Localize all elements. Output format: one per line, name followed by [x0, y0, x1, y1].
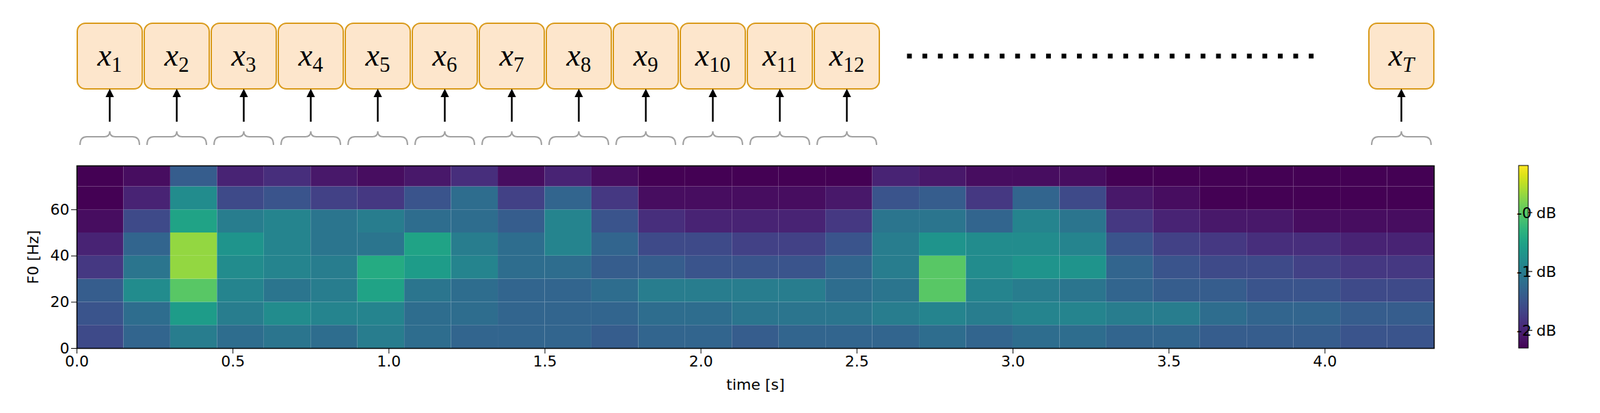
svg-text:-1 dB: -1 dB	[1516, 263, 1557, 281]
svg-text:F0 [Hz]: F0 [Hz]	[24, 230, 42, 285]
svg-text:x3: x3	[231, 37, 257, 77]
svg-text:40: 40	[50, 246, 70, 264]
svg-text:20: 20	[50, 293, 70, 311]
svg-text:x9: x9	[633, 37, 659, 77]
svg-text:x1: x1	[97, 37, 123, 77]
svg-text:3.5: 3.5	[1156, 352, 1181, 370]
svg-text:-0 dB: -0 dB	[1516, 204, 1557, 222]
svg-text:x8: x8	[566, 37, 592, 77]
svg-text:2.0: 2.0	[689, 352, 714, 370]
svg-text:1.0: 1.0	[376, 352, 401, 370]
svg-text:time [s]: time [s]	[726, 376, 785, 394]
svg-text:0.0: 0.0	[64, 352, 89, 370]
svg-text:x2: x2	[164, 37, 190, 77]
svg-text:x7: x7	[499, 37, 525, 77]
svg-text:x10: x10	[694, 37, 731, 77]
svg-text:2.5: 2.5	[845, 352, 870, 370]
svg-text:3.0: 3.0	[1001, 352, 1025, 370]
svg-text:x12: x12	[828, 37, 865, 77]
svg-text:0: 0	[59, 339, 70, 357]
svg-text:x5: x5	[365, 37, 391, 77]
svg-text:x6: x6	[432, 37, 458, 77]
svg-text:0.5: 0.5	[220, 352, 245, 370]
svg-text:60: 60	[50, 201, 70, 219]
svg-text:4.0: 4.0	[1312, 352, 1337, 370]
svg-text:-2 dB: -2 dB	[1516, 322, 1557, 340]
svg-text:1.5: 1.5	[532, 352, 557, 370]
svg-text:x11: x11	[761, 37, 797, 77]
svg-text:xT: xT	[1388, 37, 1417, 77]
svg-text:x4: x4	[298, 37, 324, 77]
